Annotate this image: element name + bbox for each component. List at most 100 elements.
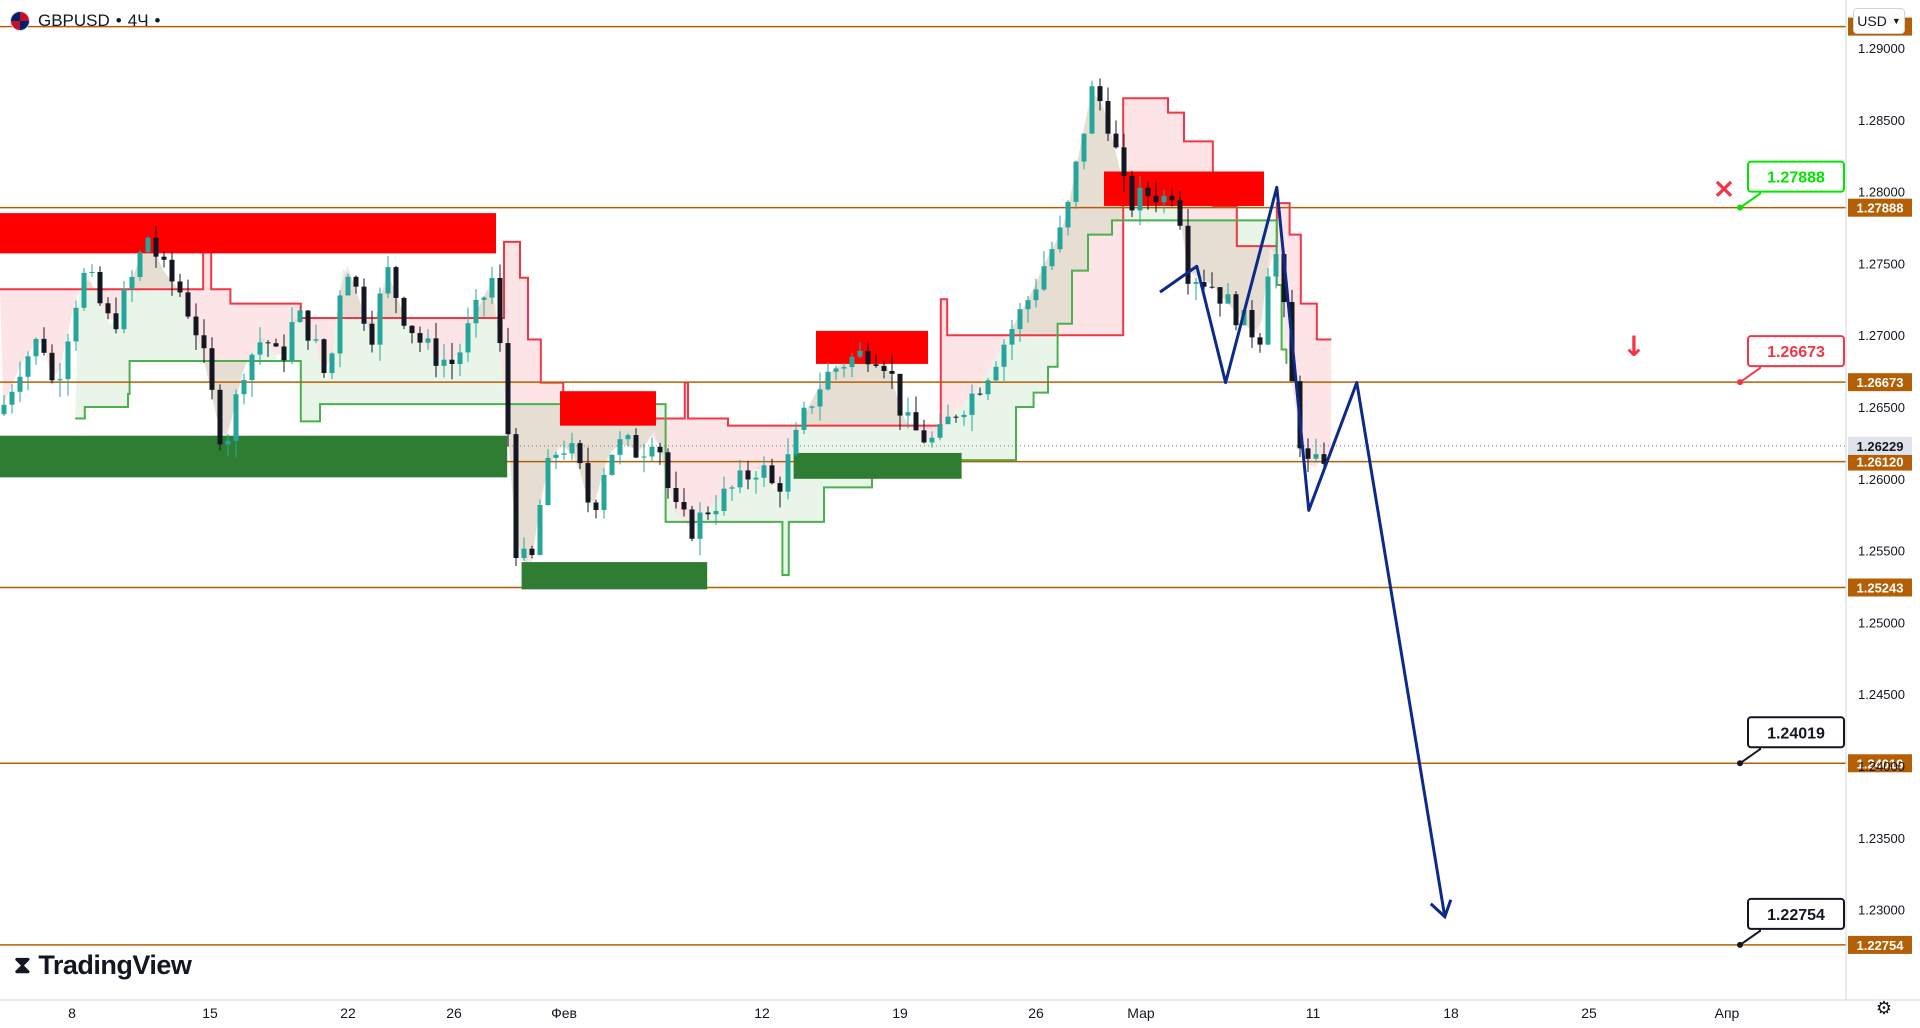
candle-body: [777, 483, 783, 492]
chevron-down-icon: ▼: [1891, 16, 1901, 26]
candle-body: [697, 512, 703, 539]
candle-body: [553, 454, 559, 458]
candle-body: [937, 424, 943, 438]
tradingview-logo-icon: ⧗: [14, 951, 31, 979]
candle-body: [881, 365, 887, 371]
candle-body: [121, 289, 127, 330]
candle-body: [153, 237, 159, 257]
candle-body: [985, 380, 991, 395]
candle-body: [1, 404, 7, 415]
candle-body: [1153, 196, 1159, 203]
candle-body: [113, 313, 119, 330]
y-tick-1: 1.28500: [1858, 113, 1905, 128]
candle-body: [273, 343, 279, 347]
candle-body: [81, 272, 87, 308]
y-tick-12: 1.23000: [1858, 903, 1905, 918]
candle-body: [521, 548, 527, 558]
candle-body: [1177, 200, 1183, 226]
candle-body: [305, 310, 311, 341]
candle-body: [321, 339, 327, 374]
candle-body: [569, 443, 575, 454]
currency-label: USD: [1857, 13, 1887, 29]
candle-body: [1137, 187, 1143, 211]
price-level-label-3: 1.26120: [1857, 455, 1904, 470]
y-tick-3: 1.27500: [1858, 256, 1905, 271]
candle-body: [889, 370, 895, 374]
callout-label-2: 1.24019: [1767, 725, 1825, 742]
y-tick-7: 1.25500: [1858, 544, 1905, 559]
candle-body: [585, 463, 591, 503]
candle-body: [1025, 300, 1031, 310]
candle-body: [377, 293, 383, 345]
supply-zone-3: [1104, 171, 1264, 206]
candle-body: [673, 487, 679, 503]
candle-body: [1257, 337, 1263, 345]
candle-body: [1169, 195, 1175, 201]
candle-body: [417, 333, 423, 343]
candle-body: [1201, 282, 1207, 287]
candle-body: [609, 454, 615, 475]
candle-body: [801, 407, 807, 430]
candle-body: [1161, 195, 1167, 203]
candle-body: [481, 297, 487, 300]
candle-body: [17, 376, 23, 392]
tradingview-logo[interactable]: ⧗ TradingView: [14, 950, 192, 981]
candle-body: [1065, 201, 1071, 228]
candle-body: [617, 439, 623, 455]
candle-body: [537, 505, 543, 556]
candle-body: [1209, 286, 1215, 288]
candle-body: [593, 502, 599, 510]
y-tick-9: 1.24500: [1858, 687, 1905, 702]
candle-body: [281, 346, 287, 361]
candle-body: [1033, 289, 1039, 301]
candle-body: [1129, 175, 1135, 211]
candle-body: [449, 359, 455, 365]
candle-body: [825, 371, 831, 390]
candle-body: [873, 364, 879, 366]
supply-zone-1: [560, 391, 656, 426]
supply-zone-0: [0, 213, 496, 254]
candle-body: [57, 379, 63, 381]
price-axis-panel: [1846, 0, 1920, 1028]
price-level-label-4: 1.25243: [1857, 581, 1904, 596]
gear-icon[interactable]: ⚙: [1875, 998, 1893, 1018]
price-level-badge-2: [1848, 373, 1912, 392]
candle-body: [921, 430, 927, 443]
candle-body: [865, 350, 871, 365]
candle-body: [513, 434, 519, 558]
candle-body: [1249, 310, 1255, 338]
x-tick-3: 26: [446, 1005, 462, 1021]
candle-body: [897, 373, 903, 416]
candle-body: [433, 338, 439, 366]
price-level-badge-4: [1848, 578, 1912, 597]
candle-body: [393, 267, 399, 298]
y-tick-0: 1.29000: [1858, 41, 1905, 56]
symbol-header[interactable]: GBPUSD • 4Ч •: [10, 8, 161, 34]
currency-select[interactable]: USD ▼: [1853, 8, 1905, 34]
candle-body: [473, 299, 479, 324]
x-tick-8: Мар: [1127, 1005, 1155, 1021]
candle-body: [1193, 282, 1199, 284]
candle-body: [1057, 227, 1063, 250]
candle-body: [209, 348, 215, 390]
candle-body: [857, 350, 863, 357]
callout-box-2: [1747, 716, 1845, 749]
candle-body: [345, 276, 351, 296]
candle-body: [833, 368, 839, 372]
y-tick-2: 1.28000: [1858, 185, 1905, 200]
candle-body: [217, 389, 223, 445]
resistance-trail-line: [0, 97, 1332, 427]
forecast-layer: [1159, 185, 1453, 920]
candle-body: [1121, 147, 1127, 176]
candle-body: [409, 325, 415, 334]
y-tick-8: 1.25000: [1858, 615, 1905, 630]
candle-body: [49, 352, 55, 381]
candle-body: [177, 281, 183, 293]
header-separator-trailing: •: [154, 11, 161, 30]
candle-body: [97, 271, 103, 304]
candle-body: [841, 367, 847, 369]
candle-body: [185, 292, 191, 317]
candle-body: [1113, 133, 1119, 148]
